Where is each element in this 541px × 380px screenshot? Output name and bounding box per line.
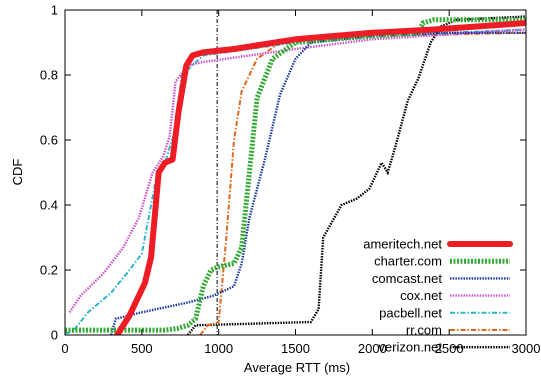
- legend-label: rr.com: [406, 323, 442, 338]
- legend-label: charter.com: [374, 254, 442, 269]
- series-line-rr-com: [199, 31, 526, 335]
- x-tick-label: 1500: [281, 341, 310, 356]
- y-tick-label: 0.8: [40, 68, 58, 83]
- legend-label: cox.net: [400, 288, 442, 303]
- tick-label-layer: 0 500 1000 1500 2000 2500 3000 0 0.2 0.4 0.6 0.8 1: [40, 3, 541, 357]
- y-axis-title: CDF: [10, 159, 25, 186]
- legend-label: ameritech.net: [363, 237, 442, 252]
- legend: ameritech.net charter.com comcast.net cox.n…: [363, 237, 513, 355]
- series-line-verizon-net: [186, 15, 526, 335]
- plot-background: [65, 10, 526, 335]
- y-tick-label: 0.6: [40, 133, 58, 148]
- legend-label: pacbell.net: [379, 305, 442, 320]
- series-line-ameritech-net: [114, 20, 526, 335]
- y-tick-label: 0.4: [40, 198, 58, 213]
- legend-label: verizon.net: [378, 340, 442, 355]
- legend-label: comcast.net: [372, 271, 442, 286]
- plot-area: [65, 10, 526, 335]
- series-layer: [65, 15, 526, 335]
- axis-layer: [64, 9, 527, 336]
- x-tick-label: 2500: [435, 341, 464, 356]
- y-tick-label: 0.2: [40, 263, 58, 278]
- x-tick-label: 0: [61, 341, 68, 356]
- y-tick-label: 0: [51, 328, 58, 343]
- series-line-cox-net: [68, 28, 526, 313]
- x-tick-label: 500: [131, 341, 153, 356]
- x-tick-label: 1000: [204, 341, 233, 356]
- y-tick-label: 1: [51, 3, 58, 18]
- x-axis-title: Average RTT (ms): [244, 360, 350, 375]
- x-tick-label: 3000: [512, 341, 541, 356]
- x-tick-label: 2000: [358, 341, 387, 356]
